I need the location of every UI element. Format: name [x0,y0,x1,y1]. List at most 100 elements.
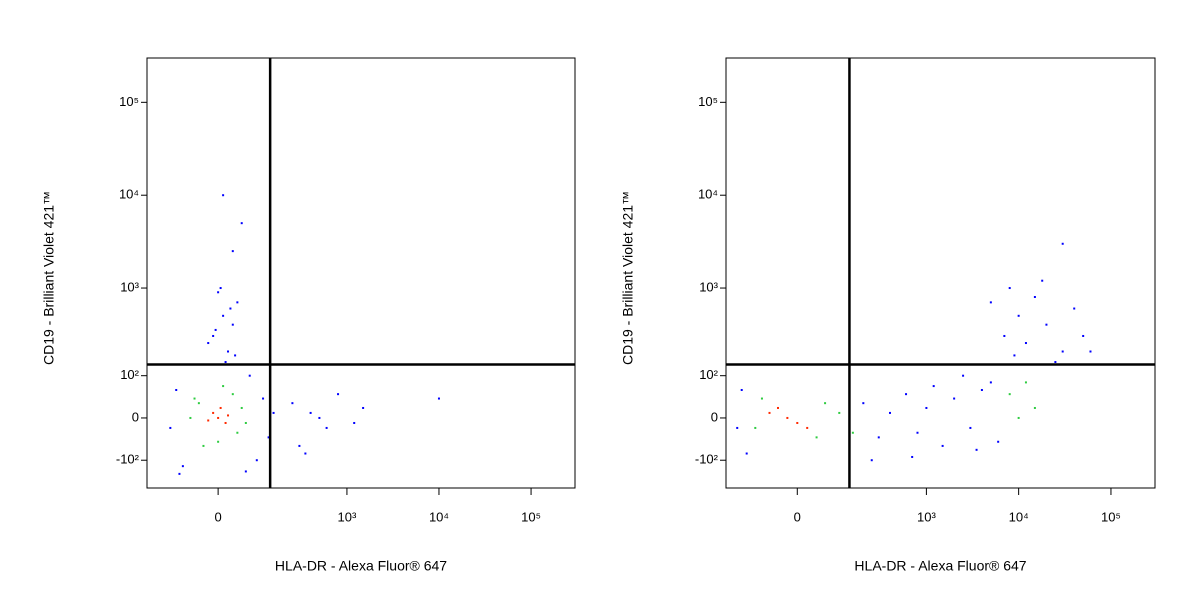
event-dot [219,406,222,409]
event-dot [1017,416,1020,419]
event-dot [824,402,827,405]
event-dot [214,328,217,331]
x-tick-label: 10⁴ [1009,509,1029,524]
event-dot [325,426,328,429]
event-dot [888,411,891,414]
event-dot [1082,334,1085,337]
event-dot [262,397,265,400]
x-axis-label: HLA-DR - Alexa Fluor® 647 [854,558,1026,574]
event-dot [1061,350,1064,353]
event-dot [815,436,818,439]
y-tick-label: 10⁵ [698,94,718,109]
event-dot [197,402,200,405]
event-dot [217,440,220,443]
event-dot [1024,381,1027,384]
event-dot [776,406,779,409]
event-dot [222,385,225,388]
y-tick-label: 10³ [699,279,718,294]
event-dot [212,334,215,337]
event-dot [962,374,965,377]
event-dot [916,431,919,434]
event-dot [1041,279,1044,282]
event-dot [267,436,270,439]
event-dot [1089,350,1092,353]
event-dot [877,436,880,439]
event-dot [219,287,222,290]
event-dot [236,431,239,434]
event-dot [786,416,789,419]
y-tick-label: 10² [120,367,139,382]
y-tick-label: 0 [711,409,718,424]
event-dot [1061,242,1064,245]
event-dot [202,444,205,447]
event-dot [754,426,757,429]
event-dot [224,421,227,424]
event-dot [932,385,935,388]
event-dot [212,411,215,414]
event-dot [224,361,227,364]
event-dot [851,431,854,434]
event-dot [1008,287,1011,290]
event-dot [291,402,294,405]
event-dot [1073,307,1076,310]
event-dot [760,397,763,400]
event-dot [740,388,743,391]
event-dot [244,470,247,473]
event-dot [236,301,239,304]
event-dot [1008,393,1011,396]
event-dot [736,426,739,429]
y-axis-label: CD19 - Brilliant Violet 421™ [620,191,636,365]
event-dot [1033,296,1036,299]
event-dot [870,459,873,462]
event-dot [1017,314,1020,317]
event-dot [337,393,340,396]
plot-frame [146,57,576,489]
x-tick-label: 10³ [917,509,936,524]
event-dot [217,291,220,294]
event-dot [768,411,771,414]
event-dot [941,444,944,447]
event-dot [231,323,234,326]
event-dot [169,426,172,429]
event-dot [989,381,992,384]
x-tick-label: 10³ [338,509,357,524]
event-dot [193,397,196,400]
event-dot [217,416,220,419]
x-axis-label: HLA-DR - Alexa Fluor® 647 [275,558,447,574]
event-dot [189,416,192,419]
event-dot [222,314,225,317]
event-dot [240,222,243,225]
event-dot [953,397,956,400]
event-dot [905,393,908,396]
event-dot [181,465,184,468]
event-dot [222,194,225,197]
event-dot [175,388,178,391]
event-dot [272,411,275,414]
event-dot [309,411,312,414]
event-dot [1045,323,1048,326]
event-dot [304,452,307,455]
event-dot [838,411,841,414]
event-dot [1033,406,1036,409]
event-dot [231,250,234,253]
event-dot [207,342,210,345]
y-tick-label: 10³ [120,279,139,294]
event-dot [989,301,992,304]
event-dot [227,350,230,353]
y-tick-label: 10⁵ [119,94,139,109]
event-dot [255,459,258,462]
event-dot [1003,334,1006,337]
x-tick-label: 0 [794,509,801,524]
event-dot [178,472,181,475]
y-tick-label: 10⁴ [698,187,718,202]
event-dot [796,421,799,424]
event-dot [318,416,321,419]
y-tick-label: 10² [699,367,718,382]
event-dot [1054,361,1057,364]
event-dot [229,307,232,310]
event-dot [806,426,809,429]
y-tick-label: -10² [116,452,140,467]
event-dot [437,397,440,400]
event-dot [911,455,914,458]
